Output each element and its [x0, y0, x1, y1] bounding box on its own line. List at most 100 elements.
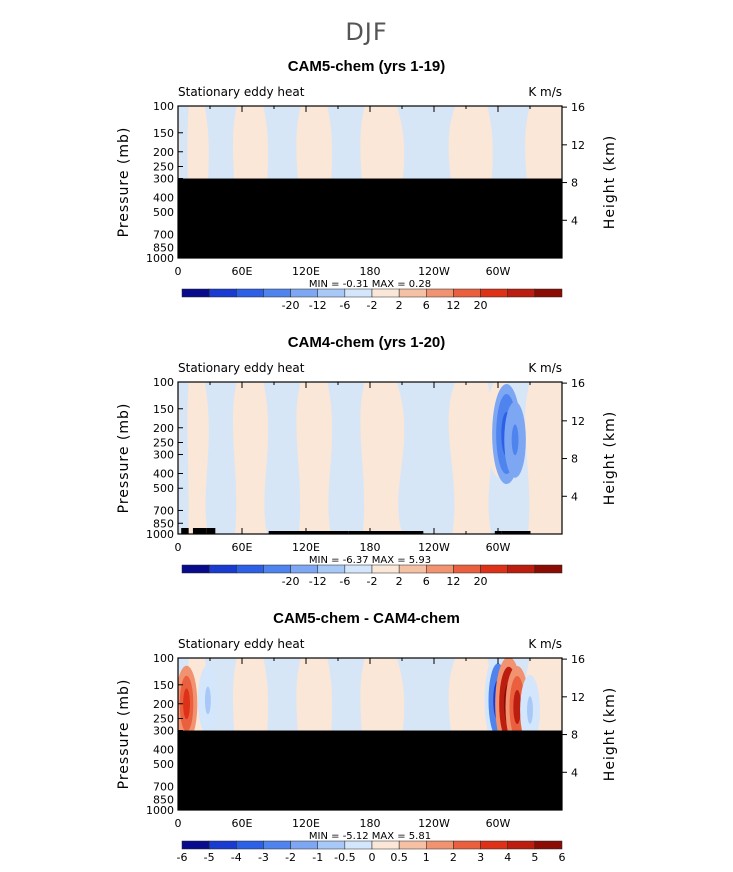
field-band: [396, 382, 456, 534]
x-tick-label: 60E: [232, 265, 253, 278]
topography-block: [348, 531, 424, 534]
x-tick-label: 0: [175, 541, 182, 554]
x-tick-label: 120W: [418, 541, 450, 554]
colorbar-tick-label: -2: [367, 299, 378, 312]
colorbar-tick-label: 12: [446, 299, 460, 312]
y-tick-label: 300: [153, 725, 174, 738]
y-tick-label: 200: [153, 698, 174, 711]
y-tick-label: 200: [153, 146, 174, 159]
field-blob-core: [527, 696, 533, 724]
x-tick-label: 0: [175, 817, 182, 830]
y-tick-label: 400: [153, 468, 174, 481]
colorbar-swatch: [534, 564, 563, 574]
colorbar-swatch: [398, 288, 427, 298]
colorbar-swatch: [426, 840, 454, 850]
y2-tick-label: 16: [571, 377, 585, 390]
colorbar-swatch: [236, 840, 264, 850]
colorbar-tick-label: -1: [312, 851, 323, 864]
y-tick-label: 150: [153, 403, 174, 416]
y-tick-label: 400: [153, 192, 174, 205]
colorbar-tick-label: -6: [339, 575, 350, 588]
colorbar-tick-label: -3: [258, 851, 269, 864]
colorbar-tick-label: -6: [339, 299, 350, 312]
colorbar-swatch: [371, 840, 400, 850]
colorbar-tick-label: 3: [477, 851, 484, 864]
figure-title: DJF: [345, 18, 388, 46]
colorbar-swatch: [507, 564, 536, 574]
colorbar-swatch: [480, 288, 508, 298]
x-tick-label: 60W: [486, 541, 511, 554]
colorbar-swatch: [534, 840, 563, 850]
colorbar-tick-label: 12: [446, 575, 460, 588]
x-tick-label: 180: [360, 817, 381, 830]
y-tick-label: 250: [153, 160, 174, 173]
colorbar-swatch: [208, 564, 237, 574]
panel-3-field: [178, 658, 562, 810]
colorbar-swatch: [480, 564, 508, 574]
y-tick-label: 100: [153, 100, 174, 113]
panel-2-field: [178, 382, 562, 534]
colorbar-tick-label: 1: [423, 851, 430, 864]
y2-tick-label: 12: [571, 691, 585, 704]
y2-axis-title: Height (km): [602, 687, 618, 781]
y-tick-label: 500: [153, 482, 174, 495]
y-tick-label: 300: [153, 173, 174, 186]
colorbar-swatch: [317, 288, 346, 298]
colorbar-swatch: [208, 288, 237, 298]
x-tick-label: 120E: [292, 265, 320, 278]
colorbar-tick-label: 2: [396, 575, 403, 588]
y-tick-label: 400: [153, 744, 174, 757]
colorbar-swatch: [344, 840, 373, 850]
colorbar-swatch: [317, 564, 346, 574]
colorbar-tick-label: 6: [423, 299, 430, 312]
panel-left-label: Stationary eddy heat: [178, 361, 305, 375]
field-band: [455, 382, 488, 534]
y-axis-title: Pressure (mb): [116, 127, 132, 238]
colorbar-swatch: [398, 564, 427, 574]
colorbar-swatch: [344, 288, 373, 298]
y-tick-label: 700: [153, 504, 174, 517]
colorbar-swatch: [263, 840, 291, 850]
missing-data-region: [178, 178, 562, 258]
colorbar-swatch: [290, 288, 318, 298]
panel-right-label: K m/s: [528, 637, 562, 651]
colorbar-tick-label: 5: [531, 851, 538, 864]
y-tick-label: 200: [153, 422, 174, 435]
topography-block: [206, 528, 216, 534]
x-tick-label: 120E: [292, 817, 320, 830]
min-max-stats: MIN = -0.31 MAX = 0.28: [309, 279, 431, 290]
topography-block: [268, 531, 349, 534]
colorbar-tick-label: -20: [282, 299, 300, 312]
y-tick-label: 1000: [146, 528, 174, 541]
colorbar-tick-label: -5: [204, 851, 215, 864]
panel-right-label: K m/s: [528, 85, 562, 99]
y-tick-label: 100: [153, 376, 174, 389]
colorbar-swatch: [344, 564, 373, 574]
y2-axis-title: Height (km): [602, 411, 618, 505]
colorbar-tick-label: -20: [282, 575, 300, 588]
y2-tick-label: 8: [571, 177, 578, 190]
x-tick-label: 60E: [232, 541, 253, 554]
y-tick-label: 850: [153, 241, 174, 254]
colorbar-tick-label: -6: [177, 851, 188, 864]
colorbar-tick-label: -12: [309, 575, 327, 588]
colorbar-swatch: [453, 288, 481, 298]
field-band: [530, 382, 562, 534]
panel-3-title: CAM5-chem - CAM4-chem: [273, 610, 460, 627]
y-tick-label: 150: [153, 679, 174, 692]
colorbar-swatch: [317, 840, 346, 850]
panel-left-label: Stationary eddy heat: [178, 85, 305, 99]
colorbar-tick-label: 6: [559, 851, 566, 864]
y-tick-label: 500: [153, 758, 174, 771]
y-tick-label: 1000: [146, 804, 174, 817]
field-band: [364, 382, 397, 534]
field-band: [178, 382, 189, 534]
colorbar-tick-label: 2: [450, 851, 457, 864]
y2-tick-label: 12: [571, 139, 585, 152]
field-band: [263, 382, 301, 534]
colorbar-swatch: [263, 288, 291, 298]
panel-2-title: CAM4-chem (yrs 1-20): [287, 334, 446, 351]
colorbar-swatch: [208, 840, 237, 850]
